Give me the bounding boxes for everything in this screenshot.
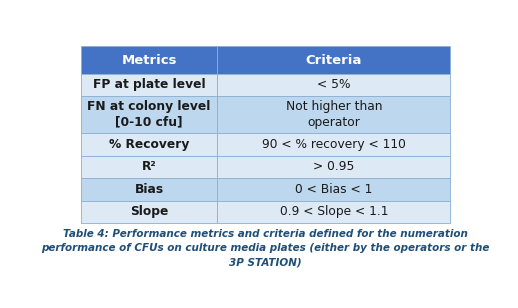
Text: < 5%: < 5% <box>317 79 351 91</box>
Text: Criteria: Criteria <box>306 54 362 67</box>
Text: % Recovery: % Recovery <box>109 138 189 151</box>
Text: Table 4: Performance metrics and criteria defined for the numeration
performance: Table 4: Performance metrics and criteri… <box>41 229 490 267</box>
Text: Bias: Bias <box>135 183 164 196</box>
Text: FN at colony level
[0-10 cfu]: FN at colony level [0-10 cfu] <box>88 100 211 129</box>
FancyBboxPatch shape <box>218 133 450 156</box>
FancyBboxPatch shape <box>81 201 218 223</box>
Text: > 0.95: > 0.95 <box>313 160 354 173</box>
Text: 0 < Bias < 1: 0 < Bias < 1 <box>295 183 372 196</box>
FancyBboxPatch shape <box>81 178 218 201</box>
FancyBboxPatch shape <box>218 201 450 223</box>
FancyBboxPatch shape <box>218 178 450 201</box>
FancyBboxPatch shape <box>218 47 450 74</box>
FancyBboxPatch shape <box>81 96 218 133</box>
FancyBboxPatch shape <box>81 133 218 156</box>
Text: FP at plate level: FP at plate level <box>93 79 206 91</box>
FancyBboxPatch shape <box>81 47 218 74</box>
FancyBboxPatch shape <box>218 96 450 133</box>
FancyBboxPatch shape <box>81 74 218 96</box>
FancyBboxPatch shape <box>81 156 218 178</box>
FancyBboxPatch shape <box>218 74 450 96</box>
Text: 0.9 < Slope < 1.1: 0.9 < Slope < 1.1 <box>280 205 388 218</box>
Text: Not higher than
operator: Not higher than operator <box>285 100 382 129</box>
Text: Slope: Slope <box>130 205 168 218</box>
Text: 90 < % recovery < 110: 90 < % recovery < 110 <box>262 138 406 151</box>
Text: Metrics: Metrics <box>121 54 177 67</box>
FancyBboxPatch shape <box>218 156 450 178</box>
Text: R²: R² <box>142 160 156 173</box>
